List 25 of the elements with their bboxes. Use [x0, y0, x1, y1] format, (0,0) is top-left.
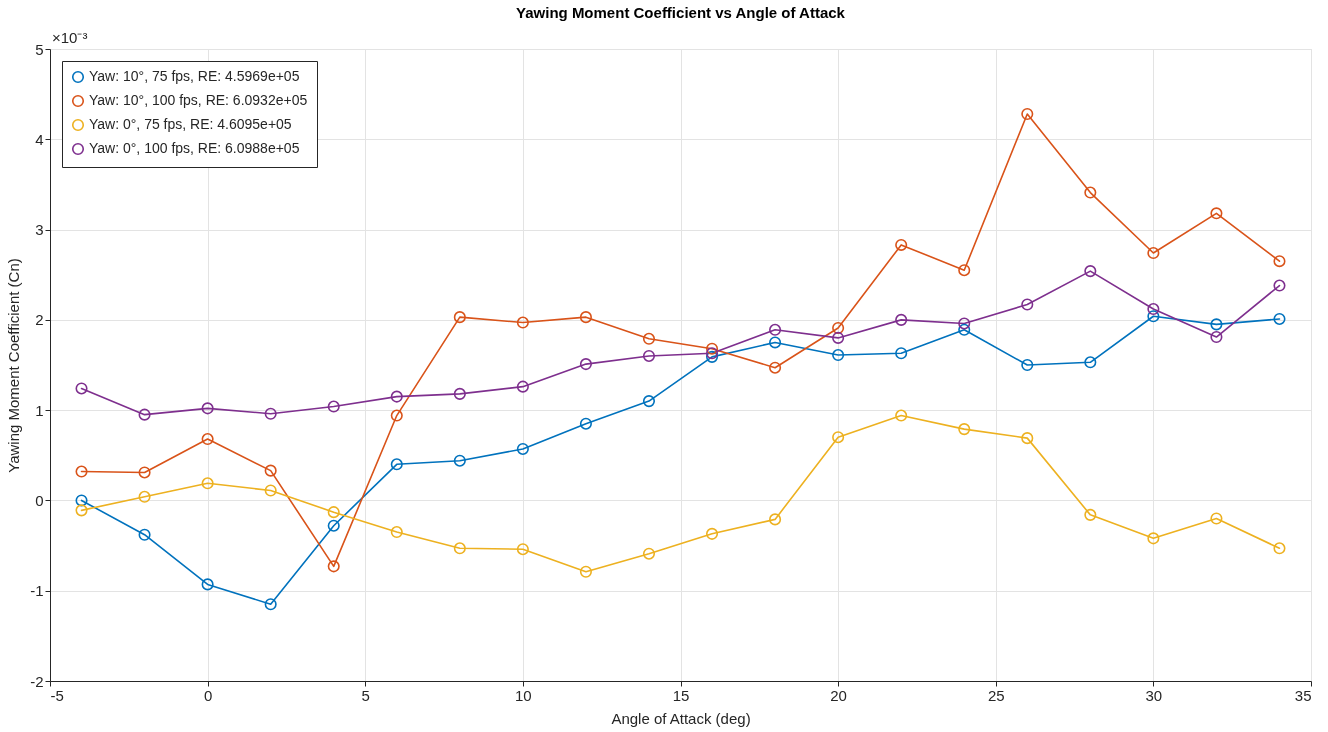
- y-tick-label: 5: [35, 40, 44, 58]
- x-tick-label: 30: [1145, 686, 1163, 704]
- x-tick-label: 0: [203, 686, 213, 704]
- y-tick-label: -1: [30, 582, 44, 600]
- legend-label: Yaw: 0°, 75 fps, RE: 4.6095e+05: [89, 116, 292, 132]
- x-tick-label: 15: [672, 686, 690, 704]
- y-tick-label: -2: [30, 672, 44, 690]
- x-tick-label: -5: [50, 686, 64, 704]
- x-tick-label: 10: [515, 686, 532, 704]
- legend-label: Yaw: 10°, 100 fps, RE: 6.0932e+05: [89, 92, 308, 108]
- x-tick-label: 35: [1294, 686, 1312, 704]
- y-tick-label: 3: [35, 221, 44, 239]
- x-tick-label: 25: [987, 686, 1005, 704]
- x-tick-label: 5: [361, 686, 370, 704]
- chart-title: Yawing Moment Coefficient vs Angle of Attack: [516, 4, 846, 21]
- legend-label: Yaw: 0°, 100 fps, RE: 6.0988e+05: [89, 140, 300, 156]
- x-axis-title: Angle of Attack (deg): [611, 709, 751, 727]
- legend-label: Yaw: 10°, 75 fps, RE: 4.5969e+05: [89, 68, 300, 84]
- x-tick-label: 20: [830, 686, 847, 704]
- text: ×10⁻³: [52, 29, 88, 46]
- y-tick-label: 4: [35, 130, 44, 148]
- y-tick-label: 2: [35, 311, 44, 329]
- y-tick-label: 0: [35, 491, 44, 509]
- y-axis-title: Yawing Moment Coefficient (Cn): [5, 258, 23, 473]
- y-tick-label: 1: [35, 401, 44, 419]
